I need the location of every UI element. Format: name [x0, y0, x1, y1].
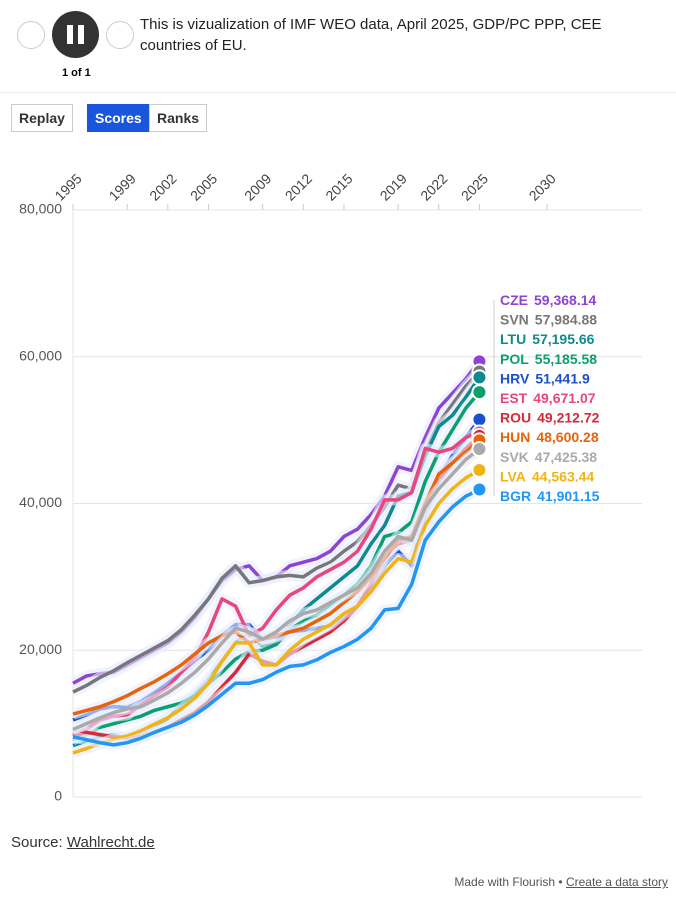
end-value: 51,441.9: [535, 370, 590, 386]
end-label: CZE 59,368.14: [500, 292, 596, 308]
end-value: 41,901.15: [537, 488, 599, 504]
end-dot: [471, 441, 488, 458]
series-name: ROU: [500, 409, 531, 425]
end-value: 57,195.66: [532, 331, 594, 347]
end-label: SVN 57,984.88: [500, 311, 597, 327]
end-label: HUN 48,600.28: [500, 429, 599, 445]
end-value: 47,425.38: [535, 449, 597, 465]
x-tick-label: 1995: [51, 170, 84, 203]
x-tick-label: 2002: [146, 170, 179, 203]
series-line: [72, 447, 481, 732]
end-value: 44,563.44: [532, 468, 594, 484]
x-tick-label: 2012: [282, 170, 315, 203]
series-line: [72, 390, 481, 742]
series-name: SVK: [500, 449, 529, 465]
x-tick-label: 2019: [377, 170, 410, 203]
series-name: BGR: [500, 488, 531, 504]
x-tick-label: 2030: [526, 170, 559, 203]
source: Source: Wahlrecht.de: [11, 834, 155, 851]
series-name: CZE: [500, 292, 528, 308]
series-name: POL: [500, 351, 529, 367]
x-tick-label: 2005: [187, 170, 220, 203]
footer-link[interactable]: Create a data story: [565, 875, 668, 889]
source-link[interactable]: Wahlrecht.de: [66, 834, 155, 851]
end-label: BGR 41,901.15: [500, 488, 600, 504]
end-label: LTU 57,195.66: [500, 331, 595, 347]
end-label: LVA 44,563.44: [500, 468, 594, 484]
series-name: EST: [500, 390, 528, 406]
series-name: SVN: [500, 311, 529, 327]
divider: [0, 92, 676, 93]
replay-button[interactable]: Replay: [11, 104, 73, 132]
end-value: 49,212.72: [537, 409, 599, 425]
ranks-button[interactable]: Ranks: [149, 104, 208, 132]
counter: 1 of 1: [62, 67, 91, 79]
series-name: HRV: [500, 370, 530, 386]
end-value: 48,600.28: [536, 429, 598, 445]
end-dot: [471, 462, 488, 479]
next-button[interactable]: [106, 21, 134, 49]
scores-button[interactable]: Scores: [87, 104, 150, 132]
end-value: 55,185.58: [535, 351, 597, 367]
y-tick-label: 20,000: [19, 641, 62, 657]
end-value: 59,368.14: [534, 292, 596, 308]
end-dot: [471, 411, 488, 428]
end-dot: [471, 481, 488, 498]
x-tick-label: 2015: [322, 170, 355, 203]
story-title: This is vizualization of IMF WEO data, A…: [140, 16, 602, 54]
x-tick-label: 2025: [458, 170, 491, 203]
x-tick-label: 2022: [417, 170, 450, 203]
y-tick-label: 0: [54, 788, 62, 804]
source-prefix: Source:: [11, 834, 63, 851]
y-tick-label: 40,000: [19, 494, 62, 510]
end-label: HRV 51,441.9: [500, 370, 590, 386]
prev-button[interactable]: [17, 21, 45, 49]
footer-made: Made with Flourish •: [454, 875, 563, 889]
end-label: SVK 47,425.38: [500, 449, 597, 465]
end-dot: [471, 369, 488, 386]
series-line: [72, 487, 481, 747]
series-name: LVA: [500, 468, 526, 484]
series-line: [72, 468, 481, 755]
y-tick-label: 80,000: [19, 201, 62, 217]
end-dot: [471, 384, 488, 401]
series-name: HUN: [500, 429, 530, 445]
y-tick-label: 60,000: [19, 347, 62, 363]
end-label: POL 55,185.58: [500, 351, 597, 367]
x-tick-label: 1999: [106, 170, 139, 203]
footer: Made with Flourish • Create a data story: [454, 875, 668, 889]
pause-button[interactable]: [52, 11, 99, 58]
end-label: ROU 49,212.72: [500, 409, 600, 425]
end-label: EST 49,671.07: [500, 390, 596, 406]
end-value: 57,984.88: [535, 311, 597, 327]
series-name: LTU: [500, 331, 526, 347]
end-value: 49,671.07: [533, 390, 595, 406]
x-tick-label: 2009: [241, 170, 274, 203]
